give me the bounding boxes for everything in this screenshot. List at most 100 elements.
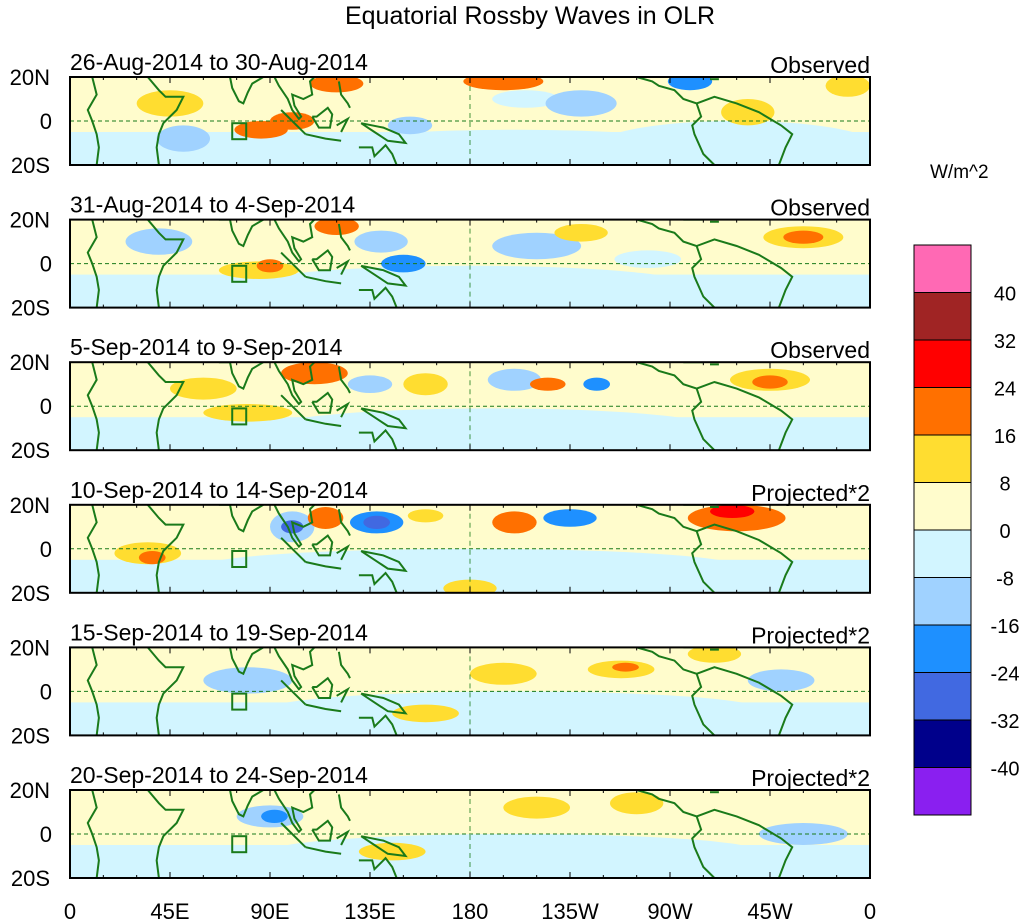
anomaly-contour [492,232,582,260]
y-tick-label: 20N [10,778,50,803]
colorbar-units: W/m^2 [930,162,989,183]
coastline [280,822,307,848]
y-tick-label: 0 [40,252,52,277]
panel-type: Projected*2 [751,622,870,648]
colorbar-swatch [913,339,972,388]
anomaly-contour [125,228,193,255]
anomaly-contour [545,90,617,117]
panel-dates: 26-Aug-2014 to 30-Aug-2014 [70,49,368,75]
coastline [305,561,342,570]
coastline [337,509,351,537]
coastline [358,856,398,878]
coastline [360,835,408,858]
coastline [336,258,351,276]
coastline [218,362,264,390]
coastline [360,122,408,145]
region-box [231,407,248,426]
colorbar-label: 16 [994,426,1016,448]
coastline [358,143,398,165]
anomaly-contour [492,90,559,108]
y-tick-label: 20S [11,438,50,463]
coastline [273,504,316,549]
coastline [337,81,351,109]
coastline [337,651,351,679]
anomaly-contour [667,77,713,91]
colorbar-label: 40 [994,284,1016,306]
anomaly-contour [310,77,364,93]
panel-dates: 31-Aug-2014 to 4-Sep-2014 [70,192,355,218]
x-tick-label: 0 [64,899,76,922]
coastline [147,362,185,451]
map-panel: 5-Sep-2014 to 9-Sep-2014 Observed 20N 0 20S [10,334,871,463]
coastline [280,537,307,563]
colorbar-label: 24 [994,379,1016,401]
panel-type: Projected*2 [751,765,870,791]
colorbar-swatch [913,767,972,816]
anomaly-contour [463,77,544,91]
coastline [273,790,316,834]
anomaly-contour [170,377,237,400]
panel-dates: 15-Sep-2014 to 19-Sep-2014 [70,619,368,645]
coastline [147,219,185,308]
anomaly-contour [203,548,737,585]
anomaly-contour [687,647,742,663]
coastline [336,401,351,418]
region-box [231,692,248,711]
anomaly-contour [614,250,682,268]
colorbar-label: 32 [994,331,1016,353]
anomaly-contour [281,362,348,385]
y-tick-label: 20N [10,635,50,660]
y-tick-label: 20N [10,493,50,518]
chart-title: Equatorial Rossby Waves in OLR [345,2,715,30]
anomaly-contour [710,504,755,518]
coastline [336,686,351,703]
coastline [358,428,398,451]
panel-type: Observed [770,52,870,78]
coastline [218,77,264,105]
x-tick-label: 45E [150,899,189,922]
coastline [311,534,334,557]
coastline [358,286,398,308]
anomaly-contour [492,511,537,534]
coastline [311,248,334,272]
colorbar-label: -8 [996,569,1014,591]
coastline [218,504,264,533]
coastline [311,819,334,842]
coastline [280,394,307,421]
anomaly-contour [612,662,639,672]
coastline [360,407,408,430]
anomaly-contour [543,509,597,527]
anomaly-contour [503,796,570,819]
x-tick-label: 135E [344,899,395,922]
x-tick-label: 90E [250,899,289,922]
colorbar-swatch [913,387,972,436]
map-panel: 15-Sep-2014 to 19-Sep-2014 Projected*2 20N… [10,619,871,748]
panel-dates: 5-Sep-2014 to 9-Sep-2014 [70,334,343,360]
anomaly-contour [721,99,775,126]
map-panel: 20-Sep-2014 to 24-Sep-2014 Projected*2 20N… [10,762,871,891]
panel-type: Projected*2 [751,480,870,506]
y-tick-label: 20S [11,866,50,891]
y-tick-label: 20N [10,65,50,90]
coastline [218,790,264,818]
anomaly-contour [358,842,426,861]
anomaly-contour [203,404,293,422]
coastline [273,219,316,263]
coastline [147,647,185,736]
coastline [360,264,408,287]
coastline [337,223,351,251]
anomaly-contour [381,254,426,273]
anomaly-contour [610,792,664,815]
colorbar-swatch [913,672,972,721]
region-box [231,550,248,568]
colorbar-label: -24 [991,664,1020,686]
coastline [336,116,351,133]
panel-dates: 20-Sep-2014 to 24-Sep-2014 [70,762,368,788]
coastline [336,829,351,846]
anomaly-contour [136,90,204,117]
colorbar-label: -16 [991,616,1020,638]
y-tick-label: 20S [11,581,50,606]
anomaly-contour [363,515,390,530]
coastline [696,95,794,165]
